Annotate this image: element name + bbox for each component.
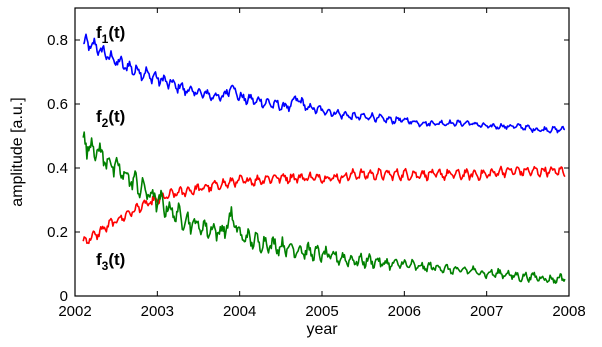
x-tick-label: 2008 [552,303,585,320]
tick-layer: 2002 2003 2004 2005 2006 2007 2008 0 0.2 0.4 0.6 0.… [47,8,586,320]
series-layer [82,33,566,284]
x-tick-label: 2002 [58,303,91,320]
y-axis-title: amplitude [a.u.] [9,97,26,206]
x-tick-label: 2004 [223,303,256,320]
plot-area [74,7,570,297]
annotation-f2-tail: (t) [108,107,125,126]
x-axis-title: year [306,321,338,338]
annotation-f2: f2(t) [96,107,125,130]
y-tick-label: 0.2 [47,224,68,241]
annotation-f3-sub: 3 [102,259,109,273]
annotation-f1-tail: (t) [108,23,125,42]
annotation-f2-sub: 2 [102,116,109,130]
annotation-f3-tail: (t) [108,250,125,269]
annotation-f3-base: f [96,250,102,269]
annotation-f1: f1(t) [96,23,125,46]
x-tick-label: 2007 [470,303,503,320]
annotation-f3: f3(t) [96,250,125,273]
series-line-3 [82,131,566,284]
y-tick-label: 0 [60,288,68,305]
x-tick-label: 2003 [141,303,174,320]
y-tick-label: 0.8 [47,32,68,49]
x-tick-label: 2005 [305,303,338,320]
annotation-f2-base: f [96,107,102,126]
x-tick-label: 2006 [388,303,421,320]
annotation-f1-sub: 1 [102,32,109,46]
series-line-2 [82,165,566,245]
y-tick-label: 0.6 [47,96,68,113]
annotation-f1-base: f [96,23,102,42]
y-tick-label: 0.4 [47,160,68,177]
series-line-1 [83,33,566,134]
